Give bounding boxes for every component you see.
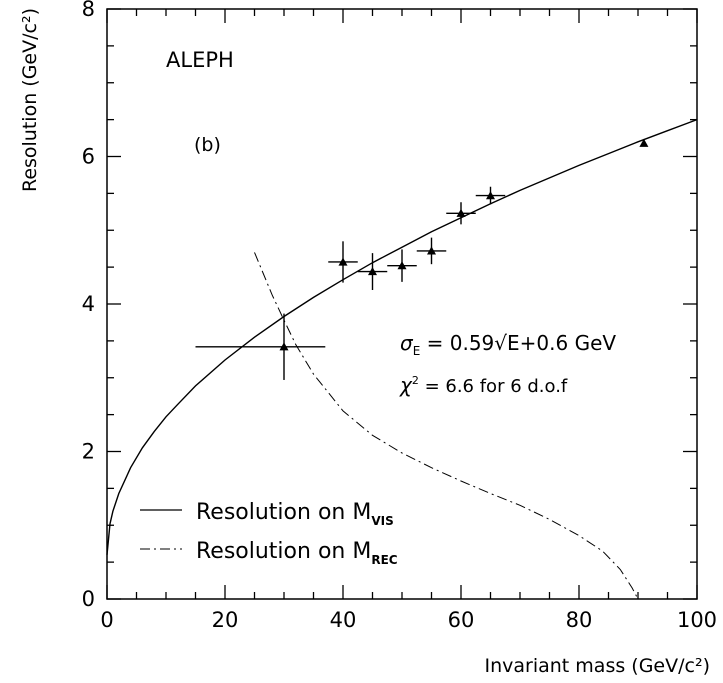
triangle-marker xyxy=(486,191,495,200)
y-tick-label: 6 xyxy=(82,145,95,169)
data-point xyxy=(639,138,649,147)
data-points xyxy=(195,138,649,380)
legend: Resolution on MVIS Resolution on MREC xyxy=(140,500,398,567)
y-tick-label: 0 xyxy=(82,587,95,611)
x-tick-label: 80 xyxy=(566,608,593,632)
legend-item-vis: Resolution on MVIS xyxy=(196,500,394,528)
fit-curves xyxy=(106,118,698,600)
curve-rec xyxy=(254,252,639,600)
triangle-marker xyxy=(397,261,407,270)
formula-text: = 0.59√E+0.6 GeV xyxy=(420,331,616,355)
chi2-text: = 6.6 for 6 d.o.f xyxy=(419,376,568,397)
legend-item-rec: Resolution on MREC xyxy=(196,539,398,567)
chi2-symbol: χ xyxy=(399,373,413,397)
chi2-superscript: 2 xyxy=(412,374,419,387)
y-tick-label: 4 xyxy=(82,292,95,316)
triangle-marker xyxy=(368,267,377,276)
legend-vis-label: Resolution on M xyxy=(196,500,371,525)
legend-rec-sub: REC xyxy=(371,553,397,567)
data-point xyxy=(195,313,326,380)
data-point xyxy=(446,202,476,225)
legend-rec-label: Resolution on M xyxy=(196,539,371,564)
y-tick-label: 8 xyxy=(82,0,95,21)
formula-subscript: E xyxy=(413,344,421,358)
x-tick-label: 100 xyxy=(677,608,717,632)
data-point xyxy=(357,253,388,290)
y-tick-label: 2 xyxy=(82,440,95,464)
triangle-marker xyxy=(279,342,289,351)
axis-tick-labels: 0 20 40 60 80 100 0 2 4 6 8 xyxy=(82,0,717,632)
x-tick-label: 20 xyxy=(212,608,239,632)
data-point xyxy=(328,241,358,283)
triangle-marker xyxy=(456,208,466,217)
axis-ticks xyxy=(106,8,698,600)
panel-label: (b) xyxy=(194,134,221,156)
x-tick-label: 60 xyxy=(448,608,475,632)
data-point xyxy=(475,186,506,205)
x-tick-label: 0 xyxy=(100,608,113,632)
fit-curve-vis xyxy=(106,118,698,555)
x-axis-title: Invariant mass (GeV/c²) xyxy=(485,655,711,677)
chi2-annotation: χ2 = 6.6 for 6 d.o.f xyxy=(399,373,568,397)
x-tick-label: 40 xyxy=(330,608,357,632)
triangle-marker xyxy=(427,246,436,255)
legend-vis-sub: VIS xyxy=(371,514,393,528)
triangle-marker xyxy=(639,138,649,147)
formula-sigma: σ xyxy=(400,331,414,355)
resolution-formula: σE = 0.59√E+0.6 GeV xyxy=(400,331,616,358)
experiment-label: ALEPH xyxy=(166,48,234,72)
data-point xyxy=(387,249,417,282)
triangle-marker xyxy=(338,257,348,266)
data-point xyxy=(416,237,447,265)
y-axis-title: Resolution (GeV/c²) xyxy=(19,8,41,192)
